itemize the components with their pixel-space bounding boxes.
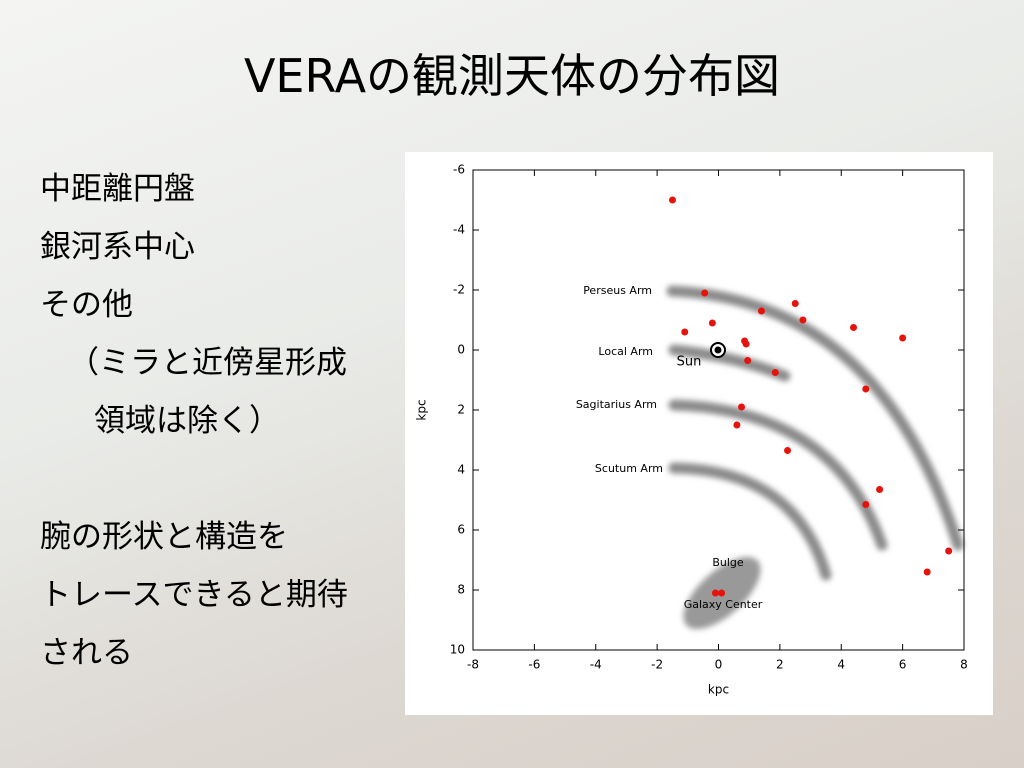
data-point: [784, 447, 792, 454]
data-point: [876, 486, 884, 493]
bullet-line: される: [40, 635, 133, 671]
spiral-arms: [666, 285, 964, 581]
x-tick-label: -8: [467, 658, 479, 672]
data-point: [718, 589, 726, 597]
bullet-line: 中距離円盤: [40, 171, 195, 207]
data-point: [862, 385, 870, 393]
data-point: [711, 589, 719, 597]
data-point: [757, 307, 765, 315]
y-axis-label: kpc: [415, 399, 429, 420]
y-tick-label: 2: [457, 403, 465, 417]
y-tick-label: -4: [453, 223, 465, 237]
x-tick-label: 6: [899, 658, 907, 672]
sun-marker-dot: [714, 346, 722, 354]
x-tick-label: 4: [837, 658, 845, 672]
annotation: Bulge: [712, 556, 744, 569]
data-point: [899, 334, 907, 342]
y-tick-label: -6: [453, 163, 465, 177]
bullet-line: （ミラと近傍星形成: [68, 345, 347, 381]
bullet-line: 領域は除く）: [94, 403, 280, 439]
x-tick-label: -2: [651, 658, 663, 672]
data-point: [923, 568, 931, 576]
data-point: [708, 319, 716, 327]
annotation: Local Arm: [598, 345, 653, 358]
bullet-line: トレースできると期待: [40, 577, 348, 613]
data-point: [791, 300, 799, 307]
y-tick-label: 6: [457, 523, 465, 537]
data-point: [668, 196, 676, 204]
data-point: [771, 369, 779, 376]
annotation: Sagitarius Arm: [576, 398, 657, 411]
slide-title: VERAの観測天体の分布図: [243, 49, 781, 103]
annotation: Galaxy Center: [684, 598, 763, 611]
y-tick-label: 0: [457, 343, 465, 357]
y-tick-label: -2: [453, 283, 465, 297]
data-point: [701, 289, 709, 297]
data-point: [799, 316, 807, 324]
bullet-list: 中距離円盤銀河系中心その他 （ミラと近傍星形成領域は除く） 腕の形状と構造をトレース…: [40, 160, 348, 682]
data-point: [850, 324, 858, 331]
x-tick-label: 2: [776, 658, 784, 672]
x-axis-label: kpc: [708, 683, 729, 697]
y-tick-label: 4: [457, 463, 465, 477]
x-tick-label: 8: [960, 658, 968, 672]
y-tick-label: 8: [457, 583, 465, 597]
annotation: Sun: [677, 355, 702, 370]
y-tick-label: 10: [450, 643, 465, 657]
paragraph: 腕の形状と構造をトレースできると期待 される: [40, 508, 348, 682]
data-point: [744, 357, 752, 364]
data-point: [945, 547, 953, 555]
paragraph: 中距離円盤銀河系中心その他 （ミラと近傍星形成領域は除く）: [40, 160, 348, 450]
annotation: Scutum Arm: [595, 462, 663, 475]
bullet-line: 銀河系中心: [40, 229, 195, 265]
x-tick-label: -4: [590, 658, 602, 672]
data-point: [862, 501, 870, 508]
data-point: [681, 328, 689, 336]
data-point: [742, 340, 750, 348]
x-tick-label: 0: [715, 658, 723, 672]
annotation: Perseus Arm: [583, 284, 652, 297]
bullet-line: その他: [40, 287, 133, 323]
x-tick-label: -6: [528, 658, 540, 672]
data-point: [733, 421, 741, 429]
bullet-line: 腕の形状と構造を: [40, 519, 288, 555]
data-point: [738, 403, 746, 411]
